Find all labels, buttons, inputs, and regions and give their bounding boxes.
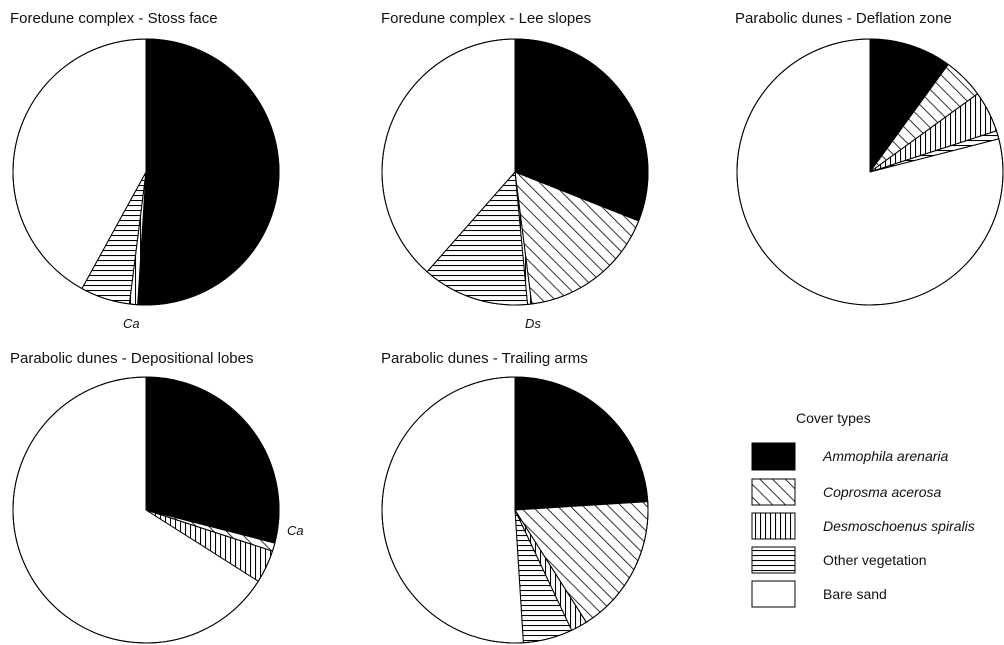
pie-slice-ammophila-arenaria <box>137 38 280 306</box>
chart-title-3: Parabolic dunes - Deflation zone <box>735 10 952 27</box>
legend-label-bare-sand: Bare sand <box>823 586 887 602</box>
chart-title-4: Parabolic dunes - Depositional lobes <box>10 350 253 367</box>
annotation-ds: Ds <box>525 316 541 331</box>
legend-swatch-coprosma <box>751 478 796 506</box>
chart-title-1: Foredune complex - Stoss face <box>10 10 218 27</box>
legend-label-desmoschoenus: Desmoschoenus spiralis <box>823 518 975 534</box>
legend: Cover types Ammophila arenaria Coprosma … <box>751 410 975 608</box>
pie-deflation-zone <box>736 38 1004 306</box>
pie-outline <box>12 38 280 306</box>
pie-outline <box>381 38 649 306</box>
pie-lee-slopes <box>381 38 649 306</box>
legend-title: Cover types <box>796 410 871 426</box>
annotation-ca-1: Ca <box>123 316 140 331</box>
chart-title-2: Foredune complex - Lee slopes <box>381 10 591 27</box>
pie-depositional-lobes <box>12 376 280 644</box>
pie-outline <box>12 376 280 644</box>
pie-stoss-face <box>12 38 280 306</box>
legend-swatch-bare-sand <box>751 580 796 608</box>
chart-title-5: Parabolic dunes - Trailing arms <box>381 350 588 367</box>
legend-swatch-ammophila <box>751 442 796 471</box>
legend-label-ammophila: Ammophila arenaria <box>822 448 948 464</box>
legend-swatch-other-vegetation <box>751 546 796 574</box>
legend-label-other-vegetation: Other vegetation <box>823 552 927 568</box>
annotation-ca-2: Ca <box>287 523 304 538</box>
legend-swatch-desmoschoenus <box>751 512 796 540</box>
pie-trailing-arms <box>381 376 649 644</box>
pie-slice-bare-sand <box>381 376 524 644</box>
pie-outline <box>736 38 1004 306</box>
legend-label-coprosma: Coprosma acerosa <box>823 484 941 500</box>
pie-outline <box>381 376 649 644</box>
pie-slice-ammophila-arenaria <box>514 376 649 511</box>
